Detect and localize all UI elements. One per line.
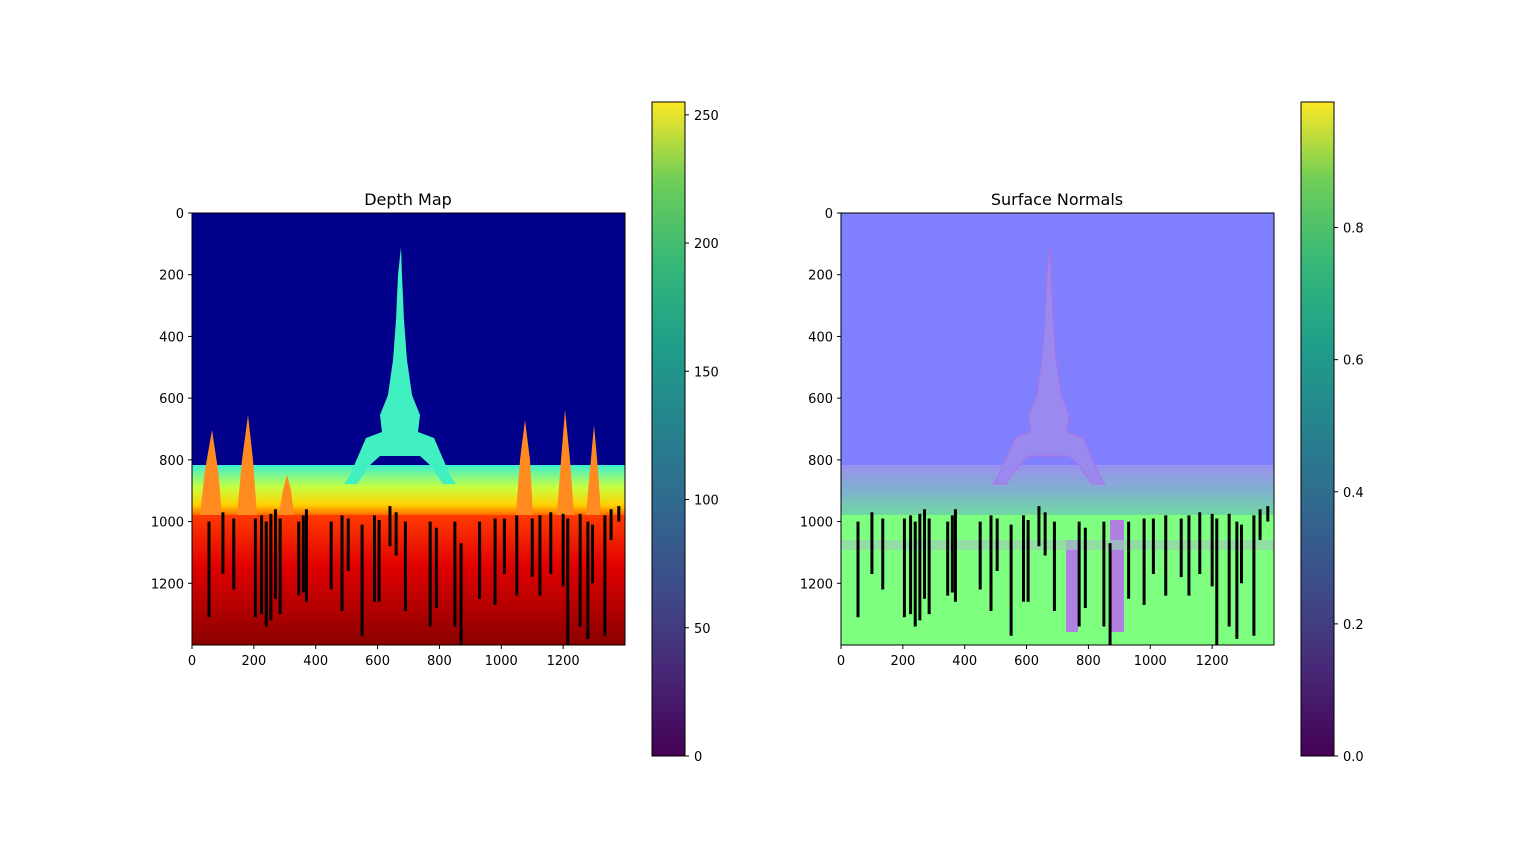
x-tick-label: 0 [188,654,196,669]
x-tick-label: 1200 [1196,654,1229,669]
y-tick-label: 1200 [800,577,833,592]
x-tick-label: 800 [427,654,452,669]
x-tick-label: 400 [952,654,977,669]
tower-shape [344,247,456,484]
tree-cluster [237,415,257,515]
person-figure [1066,540,1078,632]
x-tick-label: 800 [1076,654,1101,669]
tower-shape [992,246,1106,485]
y-tick-label: 200 [159,269,184,284]
colorbar-tick-label: 100 [694,494,719,509]
x-tick-label: 400 [303,654,328,669]
colorbar-axis: 0 50 100 150 200 250 [685,109,719,765]
y-tick-label: 600 [159,392,184,407]
x-axis: 0 200 400 600 800 1000 1200 [188,645,580,669]
axes-frame [191,212,626,646]
tree-cluster [557,410,574,515]
x-axis: 0 200 400 600 800 1000 1200 [837,645,1229,669]
tree-cluster [516,420,533,515]
line-overlay [207,506,621,645]
colorbar-tick-label: 250 [694,109,719,124]
colorbar-tick-label: 0.8 [1343,222,1364,237]
surface-normals-panel: Surface Normals 0 200 400 600 800 1000 1200 0 2… [800,101,1364,765]
colorbar-tick-label: 0.6 [1343,354,1364,369]
x-tick-label: 600 [365,654,390,669]
tree-cluster [586,425,601,515]
y-tick-label: 800 [159,454,184,469]
y-tick-label: 1000 [151,516,184,531]
ground-region [192,515,625,645]
y-axis: 0 200 400 600 800 1000 1200 [151,207,192,592]
colorbar-tick-label: 150 [694,365,719,380]
x-tick-label: 1000 [1134,654,1167,669]
colorbar-tick-label: 200 [694,237,719,252]
y-tick-label: 400 [159,330,184,345]
colorbar-tick-label: 0.0 [1343,750,1364,765]
chart-title: Surface Normals [991,190,1123,209]
depth-map-image [192,213,625,645]
colorbar-tick-label: 50 [694,622,711,637]
person-figure [1110,520,1124,632]
y-tick-label: 600 [808,392,833,407]
y-tick-label: 1000 [800,516,833,531]
chart-title: Depth Map [364,190,452,209]
y-tick-label: 800 [808,454,833,469]
colorbar-tick-label: 0.2 [1343,618,1364,633]
x-tick-label: 0 [837,654,845,669]
ground-region [841,515,1274,645]
depth-map-panel: Depth Map 0 200 400 600 800 1000 1200 02004006… [151,101,719,765]
y-tick-label: 0 [825,207,833,222]
colorbar-tick-label: 0 [694,750,702,765]
y-tick-label: 400 [808,330,833,345]
x-tick-label: 600 [1014,654,1039,669]
surface-normals-image [841,213,1274,645]
tree-cluster [279,475,294,515]
x-tick-label: 1200 [547,654,580,669]
x-tick-label: 200 [241,654,266,669]
axes-frame [840,212,1275,646]
y-tick-label: 200 [808,269,833,284]
colorbar-tick-label: 0.4 [1343,486,1364,501]
y-axis: 0 200 400 600 800 1000 1200 [800,207,841,592]
line-overlay [856,506,1270,645]
colorbar-axis: 0.0 0.2 0.4 0.6 0.8 [1334,222,1364,765]
horizon-band [841,465,1274,515]
colorbar [651,101,686,757]
tree-cluster [200,430,222,515]
horizon-band [192,465,625,515]
y-tick-label: 0 [176,207,184,222]
y-tick-label: 1200 [151,577,184,592]
colorbar [1300,101,1335,757]
x-tick-label: 1000 [485,654,518,669]
x-tick-label: 200 [890,654,915,669]
path-strip [841,540,1274,550]
